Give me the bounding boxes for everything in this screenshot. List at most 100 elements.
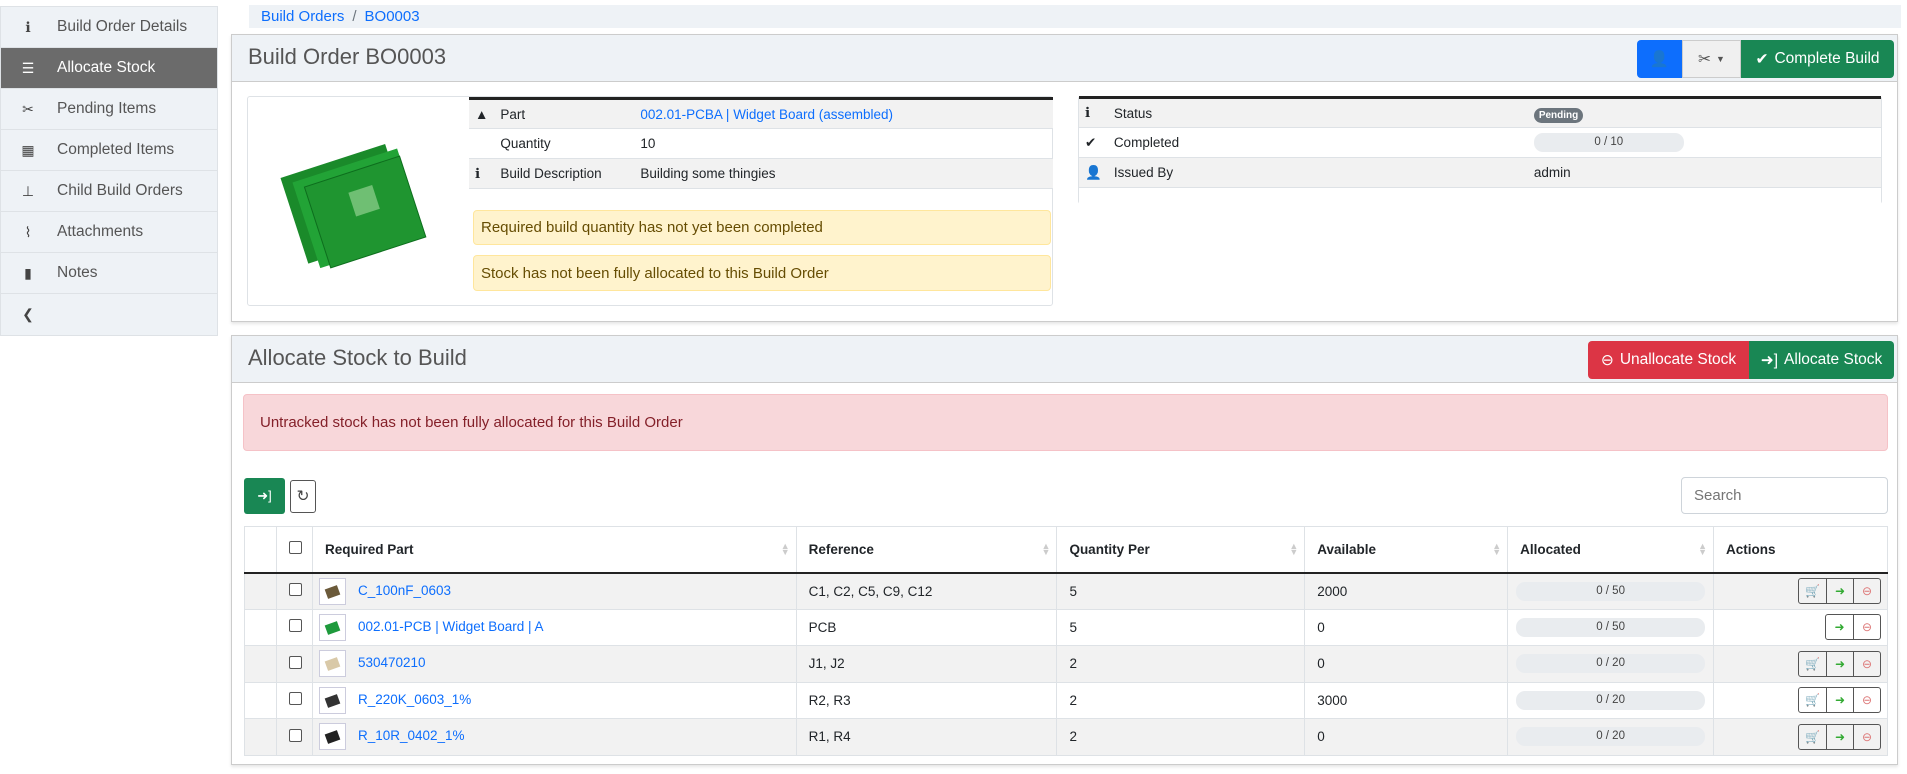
breadcrumb-bo0003[interactable]: BO0003 — [364, 8, 420, 25]
part-link[interactable]: 002.01-PCBA | Widget Board (assembled) — [640, 106, 894, 122]
unallocate-row-icon[interactable]: ⊖ — [1853, 579, 1880, 603]
part-thumbnail — [318, 577, 346, 605]
part-link[interactable]: R_220K_0603_1% — [357, 691, 472, 707]
user-icon: 👤 — [1085, 164, 1102, 180]
available-cell: 2000 — [1304, 572, 1509, 610]
part-info-table: ▲ Part 002.01-PCBA | Widget Board (assembl… — [469, 97, 1053, 189]
auto-allocate-button[interactable]: ➜] — [244, 478, 285, 514]
part-link[interactable]: C_100nF_0603 — [357, 582, 452, 598]
select-all-column — [276, 526, 313, 574]
caret-down-icon: ▼ — [1716, 54, 1725, 64]
issued-by-value: admin — [1533, 165, 1571, 180]
status-label: Issued By — [1107, 157, 1528, 188]
unallocate-row-icon[interactable]: ⊖ — [1853, 651, 1880, 676]
sidebar-collapse-button[interactable]: ❮ — [1, 294, 217, 335]
part-link[interactable]: R_10R_0402_1% — [357, 728, 465, 744]
unallocate-row-icon[interactable]: ⊖ — [1853, 688, 1880, 713]
sitemap-icon: ⊥ — [21, 182, 35, 199]
cart-icon[interactable]: 🛒 — [1805, 693, 1820, 708]
allocate-row-icon[interactable]: ➜ — [1826, 651, 1853, 676]
allocate-row-icon[interactable]: ➜ — [1834, 620, 1845, 635]
panel-header: Build Order BO0003 👤 ✂ ▼ ✔ Complete Build — [232, 35, 1897, 82]
row-actions: 🛒 ➜ ⊖ — [1798, 723, 1881, 750]
detail-label: Quantity — [494, 128, 635, 159]
allocated-progress: 0 / 20 — [1516, 654, 1706, 674]
sidebar-item-label: Allocate Stock — [57, 59, 156, 76]
unallocate-row-icon[interactable]: ⊖ — [1853, 724, 1880, 749]
breadcrumb-build-orders[interactable]: Build Orders — [261, 8, 345, 25]
tools-icon: ✂ — [22, 100, 34, 117]
quantity-cell: 2 — [1056, 718, 1306, 756]
sidebar-item-label: Pending Items — [57, 100, 157, 117]
shapes-icon: ▲ — [475, 106, 489, 122]
available-cell: 0 — [1304, 718, 1509, 756]
row-checkbox[interactable] — [288, 655, 302, 669]
column-required-part[interactable]: Required Part ▲ ▼ — [312, 526, 797, 574]
clipboard-icon: ▮ — [24, 264, 32, 281]
sort-icon: ▲ ▼ — [1492, 541, 1502, 557]
cart-icon[interactable]: 🛒 — [1805, 584, 1820, 598]
quantity-cell: 5 — [1056, 572, 1306, 610]
detail-value: Building some thingies — [640, 166, 776, 181]
detail-row: Quantity 10 — [469, 128, 1053, 159]
complete-build-button[interactable]: ✔ Complete Build — [1741, 40, 1894, 78]
assign-user-button[interactable]: 👤 — [1637, 40, 1682, 78]
quantity-cell: 5 — [1056, 609, 1306, 646]
sort-icon: ▲ ▼ — [1289, 541, 1299, 557]
column-available[interactable]: Available ▲ ▼ — [1304, 526, 1509, 574]
sidebar-item-label: Notes — [57, 264, 98, 281]
build-actions-dropdown[interactable]: ✂ ▼ — [1682, 40, 1741, 78]
part-link[interactable]: 530470210 — [357, 655, 426, 671]
allocate-stock-panel: Allocate Stock to Build ⊖ Unallocate Stoc… — [231, 335, 1898, 765]
table-row: R_10R_0402_1% R1, R4 2 0 0 / 20 🛒 ➜ ⊖ — [244, 718, 1888, 756]
sidebar-item-pending-items[interactable]: ✂ Pending Items — [1, 89, 217, 130]
page-title: Build Order BO0003 — [248, 44, 447, 69]
sidebar-item-allocate-stock[interactable]: ☰ Allocate Stock — [1, 48, 217, 89]
sidebar-item-completed-items[interactable]: ▦ Completed Items — [1, 130, 217, 171]
breadcrumb-separator: / — [352, 8, 357, 25]
status-badge: Pending — [1533, 107, 1584, 123]
refresh-button[interactable]: ↻ — [290, 480, 316, 513]
row-checkbox[interactable] — [288, 692, 302, 706]
row-checkbox[interactable] — [288, 619, 302, 633]
allocate-row-icon[interactable]: ➜ — [1826, 579, 1853, 603]
detail-label: Part — [494, 98, 635, 129]
available-cell: 3000 — [1304, 682, 1509, 719]
status-row: ℹ Status Pending — [1079, 97, 1881, 128]
select-all-checkbox[interactable] — [288, 541, 302, 555]
chevron-left-icon: ❮ — [22, 306, 34, 322]
row-checkbox[interactable] — [288, 583, 302, 596]
cart-icon[interactable]: 🛒 — [1805, 656, 1820, 671]
sidebar-item-label: Completed Items — [57, 141, 175, 158]
allocate-row-icon[interactable]: ➜ — [1826, 688, 1853, 713]
detail-value: 10 — [640, 136, 656, 151]
status-row: 👤 Issued By admin — [1079, 157, 1881, 188]
unallocate-row-icon[interactable]: ⊖ — [1853, 615, 1880, 640]
search-input[interactable] — [1681, 477, 1888, 514]
allocate-stock-button[interactable]: ➜] Allocate Stock — [1749, 341, 1894, 379]
sidebar-item-child-build-orders[interactable]: ⊥ Child Build Orders — [1, 171, 217, 212]
row-actions: 🛒 ➜ ⊖ — [1798, 687, 1881, 714]
allocated-progress: 0 / 20 — [1516, 690, 1706, 710]
allocate-row-icon[interactable]: ➜ — [1826, 724, 1853, 749]
column-quantity-per[interactable]: Quantity Per ▲ ▼ — [1056, 526, 1306, 574]
allocated-progress: 0 / 20 — [1516, 727, 1706, 747]
quantity-cell: 2 — [1056, 682, 1306, 719]
unallocate-stock-button[interactable]: ⊖ Unallocate Stock — [1588, 341, 1749, 379]
column-allocated[interactable]: Allocated ▲ ▼ — [1507, 526, 1715, 574]
build-incomplete-alert: Required build quantity has not yet been… — [473, 210, 1051, 245]
sidebar-item-build-order-details[interactable]: ℹ Build Order Details — [1, 7, 217, 48]
reference-cell: PCB — [796, 609, 1058, 646]
cart-icon[interactable]: 🛒 — [1805, 729, 1820, 744]
allocated-progress: 0 / 50 — [1516, 617, 1706, 637]
reference-cell: R1, R4 — [796, 718, 1058, 756]
part-link[interactable]: 002.01-PCB | Widget Board | A — [357, 618, 544, 634]
row-checkbox[interactable] — [288, 728, 302, 742]
table-row: C_100nF_0603 C1, C2, C5, C9, C12 5 2000 … — [244, 572, 1888, 610]
boxes-icon: ▦ — [21, 141, 35, 158]
tools-icon: ✂ — [1698, 50, 1712, 68]
sidebar-item-attachments[interactable]: ⌇ Attachments — [1, 212, 217, 253]
sidebar-item-notes[interactable]: ▮ Notes — [1, 253, 217, 294]
table-row: 002.01-PCB | Widget Board | A PCB 5 0 0 … — [244, 609, 1888, 646]
column-reference[interactable]: Reference ▲ ▼ — [796, 526, 1058, 574]
